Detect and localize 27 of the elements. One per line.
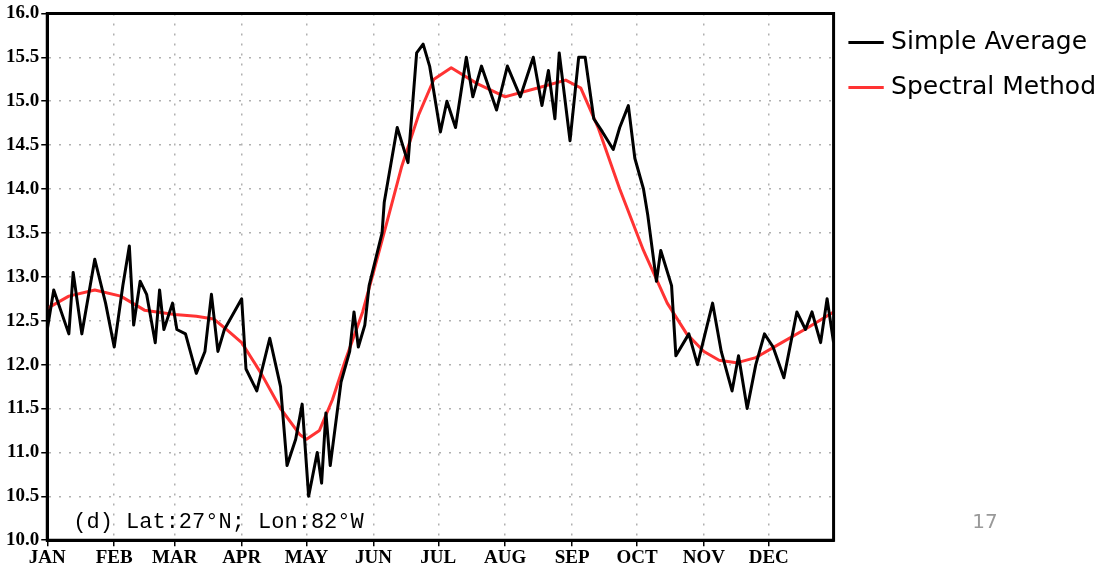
y-tick-label: 13.0: [6, 264, 40, 286]
y-tick-label: 11.5: [7, 396, 40, 418]
x-tick-label: FEB: [95, 545, 134, 567]
y-tick-label: 16.0: [6, 1, 40, 23]
x-tick-label: MAY: [284, 545, 329, 567]
y-tick-label: 13.5: [6, 220, 40, 242]
y-tick-label: 12.5: [6, 308, 40, 330]
x-tick-label: APR: [222, 545, 262, 567]
y-tick-label: 14.0: [6, 176, 40, 198]
y-tick-label: 12.0: [6, 352, 40, 374]
y-tick-label: 10.5: [6, 484, 40, 506]
y-tick-label: 14.5: [6, 133, 40, 155]
x-tick-label: OCT: [616, 545, 658, 567]
x-tick-label: DEC: [748, 545, 789, 567]
y-tick-label: 11.0: [7, 440, 40, 462]
x-tick-label: NOV: [682, 545, 726, 567]
x-tick-label: AUG: [484, 545, 527, 567]
legend-label: Spectral Method: [891, 71, 1096, 100]
legend-label: Simple Average: [891, 26, 1088, 55]
x-tick-label: MAR: [152, 545, 198, 567]
text: 17: [972, 509, 998, 533]
x-tick-label: JUL: [420, 545, 457, 567]
y-tick-label: 15.5: [6, 45, 40, 67]
x-tick-label: SEP: [554, 545, 590, 567]
y-tick-label: 15.0: [6, 89, 40, 111]
annotation: (d) Lat:27°N; Lon:82°W: [73, 510, 365, 536]
x-tick-label: JUN: [354, 545, 393, 567]
